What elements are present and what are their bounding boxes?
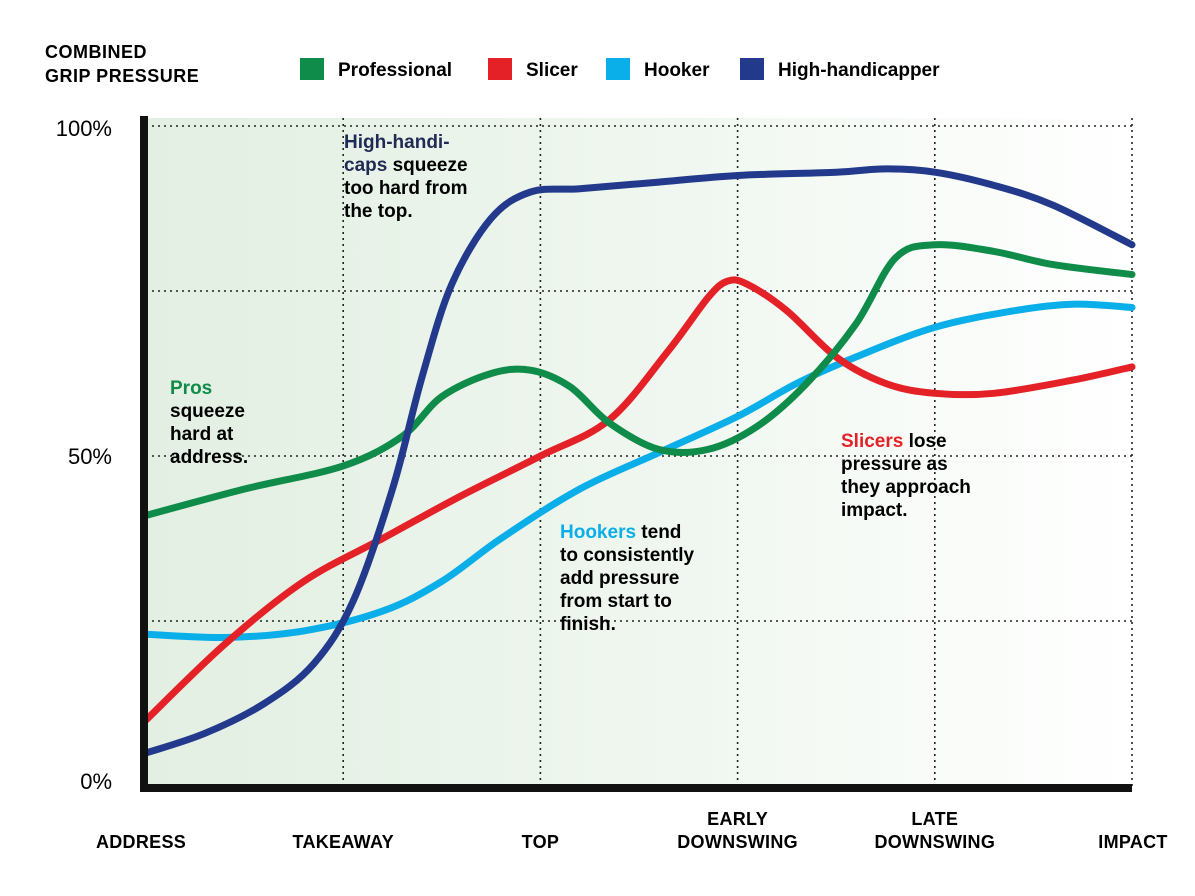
annotation-pro-line: squeeze	[170, 401, 245, 422]
grid	[146, 118, 1133, 786]
legend: Professional Slicer Hooker High-handicapper	[300, 58, 940, 81]
series-line-high-handicapper	[142, 165, 1136, 757]
legend-swatch-high-handicapper	[740, 58, 764, 80]
series-line-slicer	[142, 276, 1136, 724]
annotation-pro-line: Pros	[170, 378, 212, 399]
annotation-hi-line: High-handi-	[344, 132, 450, 153]
y-axis-title-line: GRIP PRESSURE	[45, 66, 199, 86]
annotation-hi-line: caps squeeze	[344, 155, 468, 176]
annotation-slice-line: Slicers lose	[841, 431, 947, 452]
annotation-hook-line: finish.	[560, 614, 616, 635]
annotation-slice-line: pressure as	[841, 454, 948, 475]
x-tick-label: TOP	[522, 832, 560, 852]
x-tick-label: ADDRESS	[96, 832, 186, 852]
legend-swatch-hooker	[606, 58, 630, 80]
y-axis-title-line: COMBINED	[45, 42, 147, 62]
series-lines	[142, 165, 1136, 757]
annotation-pro-line: address.	[170, 447, 248, 468]
y-ticks: 0% 50% 100%	[56, 116, 112, 794]
legend-swatch-slicer	[488, 58, 512, 80]
x-tick-label: LATE	[911, 809, 958, 829]
annotation-hook-line: Hookers tend	[560, 522, 681, 543]
x-tick-label: IMPACT	[1098, 832, 1167, 852]
axes	[140, 116, 1132, 792]
y-tick-label: 0%	[80, 769, 112, 794]
x-ticks: ADDRESS TAKEAWAY TOP EARLY DOWNSWING LATE DOWN…	[96, 809, 1167, 852]
y-axis-title: COMBINED GRIP PRESSURE	[45, 42, 199, 86]
y-tick-label: 100%	[56, 116, 112, 141]
plot-background	[144, 118, 1132, 786]
annotation-hi-line: too hard from	[344, 178, 468, 199]
series-line-professional	[142, 241, 1136, 519]
legend-swatch-professional	[300, 58, 324, 80]
annotation-hook-line: to consistently	[560, 545, 695, 566]
annotation-hi-line: the top.	[344, 201, 413, 222]
x-tick-label: TAKEAWAY	[292, 832, 393, 852]
y-tick-label: 50%	[68, 444, 112, 469]
legend-label-slicer: Slicer	[526, 60, 578, 81]
x-tick-label: DOWNSWING	[874, 832, 995, 852]
annotation-hook-line: from start to	[560, 591, 672, 612]
legend-label-hooker: Hooker	[644, 60, 710, 81]
annotation-hook-line: add pressure	[560, 568, 679, 589]
legend-label-professional: Professional	[338, 60, 452, 81]
annotation-slice-line: impact.	[841, 500, 908, 521]
x-tick-label: EARLY	[707, 809, 768, 829]
x-tick-label: DOWNSWING	[677, 832, 798, 852]
legend-label-high-handicapper: High-handicapper	[778, 60, 940, 81]
annotation-slice-line: they approach	[841, 477, 971, 498]
annotation-pro-line: hard at	[170, 424, 234, 445]
series-line-hooker	[142, 300, 1136, 642]
